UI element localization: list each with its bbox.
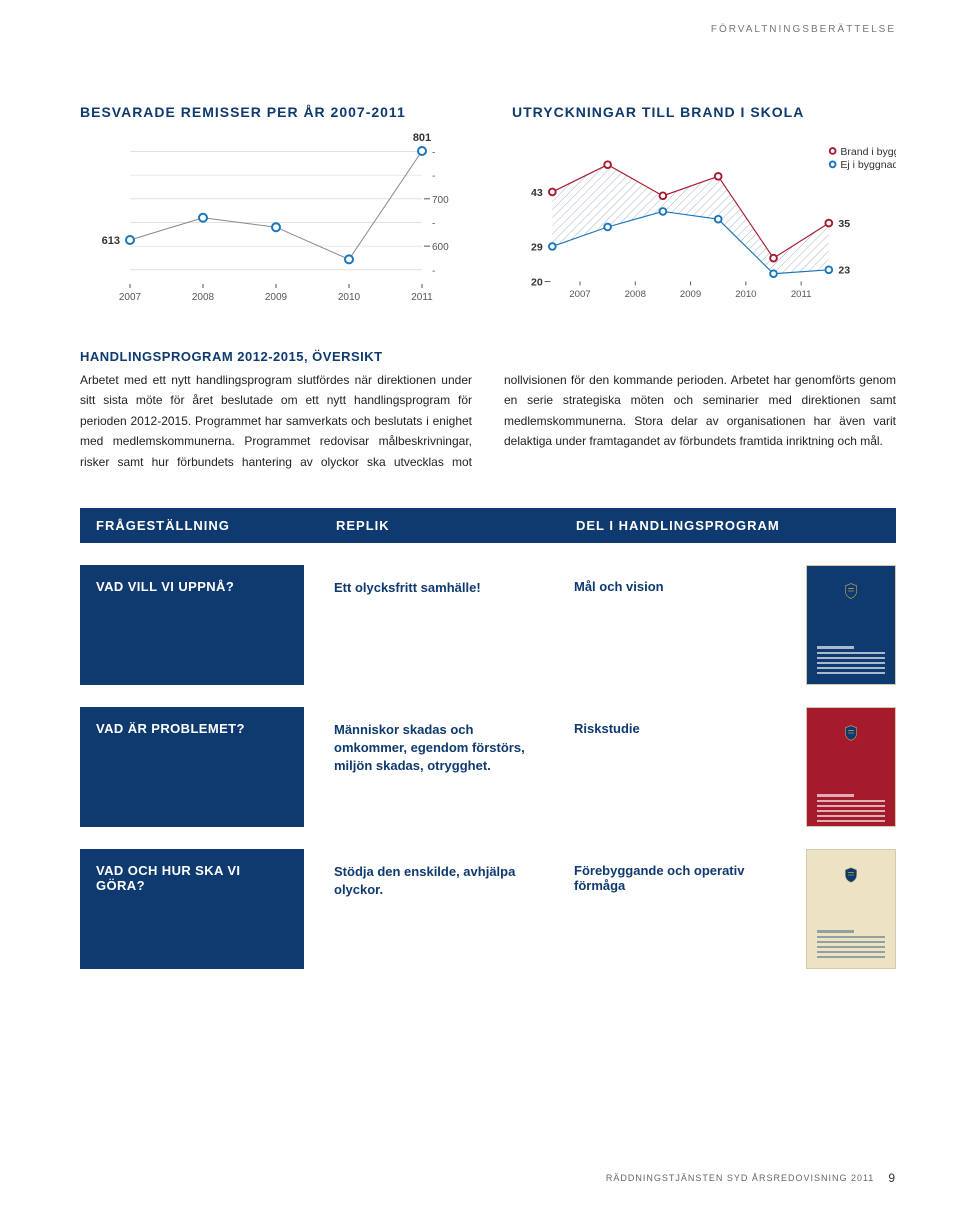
doc-text-lines [817,930,885,958]
charts-row: BESVARADE REMISSER PER ÅR 2007-2011 600 7… [80,104,896,317]
svg-text:2009: 2009 [265,292,288,303]
chart-title: BESVARADE REMISSER PER ÅR 2007-2011 [80,104,464,120]
svg-text:2010: 2010 [735,289,756,300]
svg-text:700: 700 [432,195,449,206]
doc-shield-icon [807,860,895,890]
body-heading: HANDLINGSPROGRAM 2012-2015, ÖVERSIKT [80,349,896,364]
line-chart-svg: 2007 2008 2009 2010 2011 43 29 20 35 23 Brand i by… [512,132,896,312]
svg-text:2011: 2011 [411,292,433,303]
svg-text:23: 23 [838,265,850,277]
cell-reply: Människor skadas och omkommer, egendom f… [320,707,544,827]
table-header: FRÅGESTÄLLNING REPLIK DEL I HANDLINGSPRO… [80,508,896,543]
svg-text:801: 801 [413,132,431,144]
cell-reply: Ett olycksfritt samhälle! [320,565,544,685]
program-table: FRÅGESTÄLLNING REPLIK DEL I HANDLINGSPRO… [80,508,896,969]
svg-text:2009: 2009 [680,289,701,300]
doc-text-lines [817,646,885,674]
svg-text:Ej i byggnad: Ej i byggnad [840,159,896,171]
cell-document-title: Förebyggande och operativ förmåga [560,849,784,969]
doc-shield-icon [807,718,895,748]
table-row: VAD OCH HUR SKA VI GÖRA?Stödja den enski… [80,849,896,969]
line-chart-svg: 600 700 - - - - 2007 2008 2009 2010 2011 613 801 [80,132,464,312]
cell-question: VAD VILL VI UPPNÅ? [80,565,304,685]
svg-text:-: - [432,147,435,158]
cell-doc-thumb [800,565,896,685]
cell-question: VAD ÄR PROBLEMET? [80,707,304,827]
page-number: 9 [888,1171,896,1185]
svg-text:2007: 2007 [569,289,590,300]
svg-text:2008: 2008 [192,292,215,303]
col-header-reply: REPLIK [336,518,576,533]
svg-text:2010: 2010 [338,292,361,303]
table-row: VAD VILL VI UPPNÅ?Ett olycksfritt samhäl… [80,565,896,685]
body-section: HANDLINGSPROGRAM 2012-2015, ÖVERSIKT Arb… [80,349,896,472]
svg-text:35: 35 [838,218,850,230]
chart-title: UTRYCKNINGAR TILL BRAND I SKOLA [512,104,896,120]
svg-text:600: 600 [432,242,449,253]
table-row: VAD ÄR PROBLEMET?Människor skadas och om… [80,707,896,827]
chart-utryckningar: UTRYCKNINGAR TILL BRAND I SKOLA 2007 2008… [512,104,896,317]
svg-text:2007: 2007 [119,292,142,303]
svg-text:2011: 2011 [791,289,812,300]
svg-text:613: 613 [102,235,120,247]
col-header-part: DEL I HANDLINGSPROGRAM [576,518,880,533]
document-thumbnail [806,849,896,969]
cell-document-title: Riskstudie [560,707,784,827]
svg-text:-: - [432,171,435,182]
svg-text:Brand i byggnad: Brand i byggnad [840,146,896,158]
svg-text:2008: 2008 [625,289,646,300]
body-text: Arbetet med ett nytt handlingsprogram sl… [80,370,896,472]
cell-reply: Stödja den enskilde, avhjälpa olyckor. [320,849,544,969]
document-thumbnail [806,565,896,685]
svg-text:29: 29 [531,241,543,253]
cell-doc-thumb [800,849,896,969]
svg-text:-: - [432,266,435,277]
chart-remisser: BESVARADE REMISSER PER ÅR 2007-2011 600 7… [80,104,464,317]
cell-document-title: Mål och vision [560,565,784,685]
section-tag: FÖRVALTNINGSBERÄTTELSE [711,24,896,35]
svg-text:43: 43 [531,187,543,199]
document-thumbnail [806,707,896,827]
svg-text:-: - [432,218,435,229]
footer-text: RÄDDNINGSTJÄNSTEN SYD ÅRSREDOVISNING 201… [606,1173,874,1183]
col-header-question: FRÅGESTÄLLNING [96,518,336,533]
doc-shield-icon [807,576,895,606]
svg-text:20: 20 [531,276,543,288]
cell-doc-thumb [800,707,896,827]
doc-text-lines [817,794,885,822]
page-footer: RÄDDNINGSTJÄNSTEN SYD ÅRSREDOVISNING 201… [606,1171,896,1185]
cell-question: VAD OCH HUR SKA VI GÖRA? [80,849,304,969]
